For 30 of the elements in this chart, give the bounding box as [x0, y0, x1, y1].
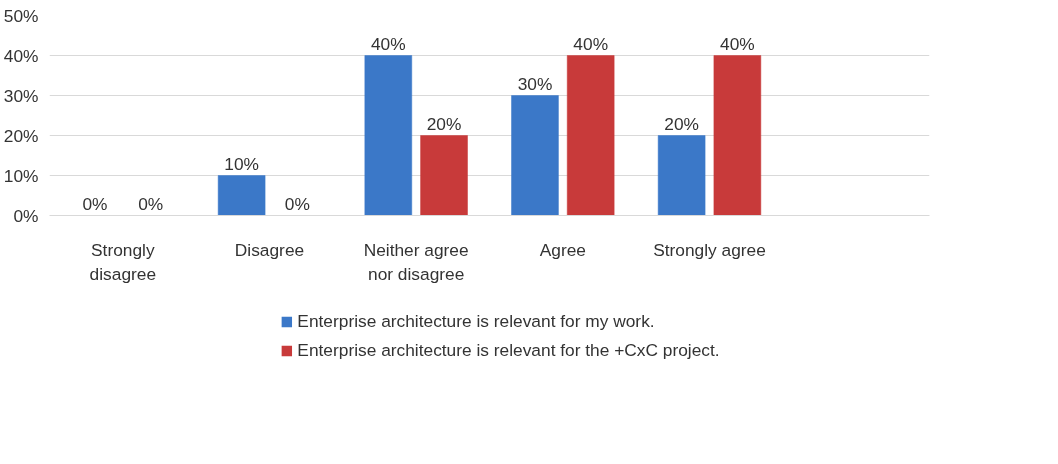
- legend-label: Enterprise architecture is relevant for my work.: [297, 311, 655, 332]
- data-label: 40%: [720, 33, 755, 54]
- bar: [420, 135, 468, 216]
- y-tick-label: 50%: [3, 5, 39, 26]
- y-tick-label: 10%: [3, 165, 39, 186]
- data-label: 0%: [138, 193, 164, 214]
- x-tick-label: Strongly agree: [653, 239, 766, 260]
- data-label: 0%: [284, 193, 310, 214]
- bar: [364, 55, 413, 216]
- data-label: 40%: [573, 33, 609, 54]
- bar: [713, 55, 762, 216]
- x-tick-label: Strongly disagree: [89, 239, 157, 284]
- y-tick-label: 40%: [3, 45, 39, 66]
- legend-label: Enterprise architecture is relevant for the +CxC project.: [297, 340, 720, 361]
- y-tick-label: 30%: [3, 85, 39, 106]
- bar: [511, 95, 559, 216]
- bar: [217, 175, 266, 216]
- x-tick-label: Agree: [539, 239, 586, 260]
- data-label: 0%: [82, 193, 108, 214]
- y-tick-label: 0%: [13, 205, 39, 226]
- data-label: 30%: [517, 73, 553, 94]
- data-label: 40%: [370, 33, 406, 54]
- y-tick-label: 20%: [3, 125, 39, 146]
- x-tick-label: Neither agree nor disagree: [363, 239, 469, 284]
- data-label: 20%: [664, 113, 699, 134]
- bar: [566, 55, 615, 216]
- data-label: 10%: [224, 153, 259, 174]
- data-label: 20%: [426, 113, 462, 134]
- x-tick-label: Disagree: [234, 239, 305, 260]
- bar: [657, 135, 706, 216]
